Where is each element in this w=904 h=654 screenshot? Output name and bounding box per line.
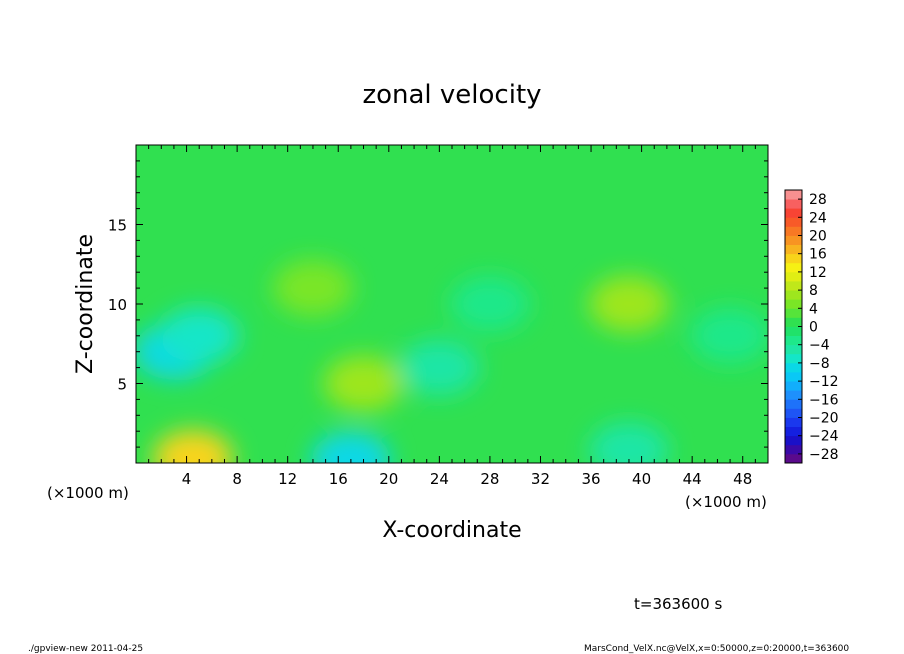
y-tick-label: 10	[108, 296, 127, 314]
y-axis: 5 10 15	[108, 160, 768, 448]
heatmap-field	[136, 145, 768, 463]
field-feature-6	[272, 260, 353, 317]
colorbar-tick-label: −4	[809, 338, 830, 354]
colorbar-swatch	[785, 362, 802, 373]
colorbar-tick-label: 16	[809, 247, 827, 263]
colorbar-tick-label: −24	[809, 429, 839, 445]
colorbar-swatch	[785, 344, 802, 355]
colorbar-swatch	[785, 217, 802, 227]
x-tick-label: 44	[683, 470, 702, 488]
colorbar-swatch	[785, 281, 802, 291]
colorbar-tick-label: 12	[809, 265, 827, 281]
colorbar-tick-label: −28	[809, 447, 839, 463]
field-feature-0	[152, 430, 233, 463]
y-tick-label: 5	[117, 376, 127, 394]
colorbar-swatch	[785, 390, 802, 400]
colorbar-swatch	[785, 208, 802, 218]
colorbar: 28 24 20 16 12 8 4 0 −4 −8 −12 −16 −20 −24 −28	[784, 189, 839, 464]
colorbar-swatch	[785, 426, 802, 437]
colorbar-swatch	[785, 326, 802, 336]
colorbar-tick-label: 0	[809, 320, 818, 336]
colorbar-swatch	[785, 290, 802, 300]
x-tick-label: 36	[581, 470, 600, 488]
colorbar-swatch	[785, 335, 802, 346]
colorbar-swatch	[785, 271, 802, 282]
colorbar-swatch	[785, 353, 802, 364]
colorbar-swatch	[785, 381, 802, 391]
colorbar-swatch	[785, 408, 802, 418]
y-axis-label: Z-coordinate	[73, 234, 98, 374]
x-tick-label: 48	[733, 470, 752, 488]
colorbar-tick-label: 24	[809, 210, 827, 226]
field-feature-7	[588, 276, 669, 332]
colorbar-swatch	[785, 444, 802, 455]
colorbar-swatch	[785, 399, 802, 409]
x-unit-left: (×1000 m)	[47, 484, 129, 502]
colorbar-swatch	[785, 262, 802, 273]
colorbar-swatch	[785, 253, 802, 264]
chart-title: zonal velocity	[362, 80, 541, 110]
x-tick-label: 12	[278, 470, 297, 488]
colorbar-swatch	[785, 372, 802, 382]
x-tick-label: 40	[632, 470, 651, 488]
colorbar-swatch	[785, 308, 802, 318]
x-tick-label: 24	[430, 470, 449, 488]
colorbar-swatch	[785, 299, 802, 309]
colorbar-swatch	[785, 435, 802, 446]
footer-right: MarsCond_VelX.nc@VelX,x=0:50000,z=0:2000…	[584, 644, 849, 654]
colorbar-swatch	[785, 226, 802, 236]
footer-left: ./gpview-new 2011-04-25	[28, 644, 143, 654]
field-feature-9	[399, 339, 480, 396]
x-axis: 4 8 12 16 20 24 28 32 36 40 44 48	[148, 145, 756, 488]
y-tick-label: 15	[108, 217, 127, 235]
colorbar-tick-label: −8	[809, 356, 830, 372]
colorbar-tick-label: 28	[809, 192, 827, 208]
colorbar-tick-label: 20	[809, 229, 827, 245]
colorbar-tick-label: −16	[809, 392, 839, 408]
colorbar-swatch	[785, 317, 802, 327]
field-feature-5	[323, 355, 404, 412]
colorbar-swatch	[785, 417, 802, 427]
colorbar-swatch	[785, 235, 802, 245]
x-tick-label: 4	[182, 470, 192, 488]
field-feature-4	[159, 307, 240, 364]
field-feature-1	[310, 431, 391, 463]
field-feature-8	[449, 276, 530, 332]
colorbar-tick-label: −20	[809, 411, 839, 427]
x-tick-label: 16	[329, 470, 348, 488]
x-tick-label: 8	[232, 470, 242, 488]
x-tick-label: 20	[379, 470, 398, 488]
colorbar-tick-label: 8	[809, 283, 818, 299]
field-feature-10	[690, 307, 768, 364]
x-tick-label: 28	[480, 470, 499, 488]
field-feature-2	[588, 422, 669, 463]
colorbar-tick-label: −12	[809, 374, 839, 390]
colorbar-tick-label: 4	[809, 301, 818, 317]
colorbar-swatch	[785, 199, 802, 209]
x-tick-label: 32	[531, 470, 550, 488]
colorbar-swatch	[785, 190, 802, 200]
x-axis-label: X-coordinate	[382, 518, 521, 543]
colorbar-swatch	[785, 453, 802, 464]
colorbar-swatch	[785, 244, 802, 255]
time-annotation: t=363600 s	[634, 595, 722, 613]
x-unit-right: (×1000 m)	[685, 493, 767, 511]
